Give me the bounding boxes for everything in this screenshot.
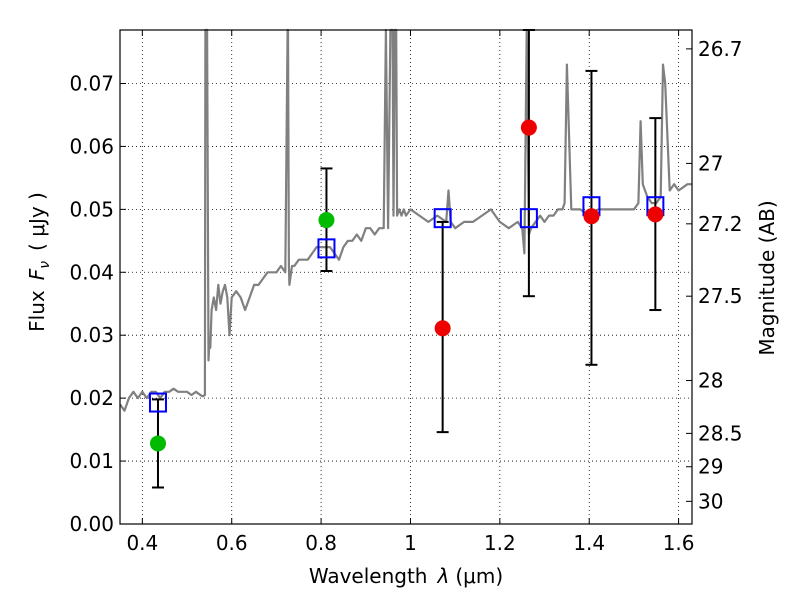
model-spectrum-layer [119, 28, 692, 412]
model-photometry-square [519, 208, 538, 229]
y-tick-label: 0.02 [69, 386, 114, 410]
y-axis-label-text: Flux [25, 290, 49, 332]
x-tick-label: 0.4 [126, 531, 158, 555]
x-tick-label: 1 [404, 531, 417, 555]
y2-tick-label: 27.2 [698, 212, 743, 236]
y-axis-label-symbol: F [25, 268, 49, 280]
x-axis-label: Wavelength λ (μm) [309, 564, 503, 588]
y-axis-label-unit: ( μJy ) [25, 192, 49, 251]
y-tick-label: 0.05 [69, 197, 114, 221]
x-tick-label: 0.8 [305, 531, 337, 555]
y2-tick-label: 28 [698, 369, 723, 393]
plot-frame [119, 29, 693, 525]
error-bars-layer [151, 29, 662, 489]
y2-tick-label: 27 [698, 151, 723, 175]
right-axis-label: Magnitude (AB) [755, 200, 779, 355]
observed-point [318, 212, 335, 229]
x-tick-label: 1.2 [484, 531, 516, 555]
y2-tick-label: 26.7 [698, 37, 743, 61]
y2-tick-label: 29 [698, 455, 723, 479]
y-tick-label: 0.01 [69, 449, 114, 473]
observed-point [647, 206, 664, 223]
observed-point [149, 435, 166, 452]
model-photometry-square [317, 238, 336, 259]
model-photometry-square [148, 392, 167, 413]
right-magnitude-axis-ticks: 26.7 27 27.2 27.5 28 28.5 29 30 [686, 37, 743, 513]
observed-point [583, 208, 600, 225]
y-tick-label: 0.07 [69, 71, 114, 95]
model-spectrum-line [119, 28, 692, 412]
y-tick-label: 0.00 [69, 512, 114, 536]
y-tick-label: 0.04 [69, 260, 114, 284]
x-axis-label-text: Wavelength [309, 564, 428, 588]
model-photometry-square [433, 208, 452, 229]
x-axis-label-symbol: λ [437, 564, 450, 588]
y-tick-label: 0.03 [69, 323, 114, 347]
y-axis-label-subscript: ν [37, 261, 53, 269]
observed-point [520, 119, 537, 136]
model-photometry-layer [148, 196, 665, 413]
x-axis-label-unit: (μm) [455, 564, 503, 588]
x-tick-label: 1.4 [573, 531, 605, 555]
observed-point [434, 320, 451, 337]
x-tick-label: 0.6 [216, 531, 248, 555]
y-tick-label: 0.06 [69, 134, 114, 158]
y2-tick-label: 28.5 [698, 421, 743, 445]
y-axis-label: Flux Fν ( μJy ) [25, 192, 53, 332]
observed-points-layer [149, 119, 664, 452]
x-axis-ticks: 0.4 0.6 0.8 1 1.2 1.4 1.6 [126, 30, 695, 555]
y2-tick-label: 30 [698, 489, 723, 513]
y2-tick-label: 27.5 [698, 284, 743, 308]
x-tick-label: 1.6 [663, 531, 695, 555]
y-axis-ticks: 0.00 0.01 0.02 0.03 0.04 0.05 0.06 0.07 [69, 71, 126, 536]
